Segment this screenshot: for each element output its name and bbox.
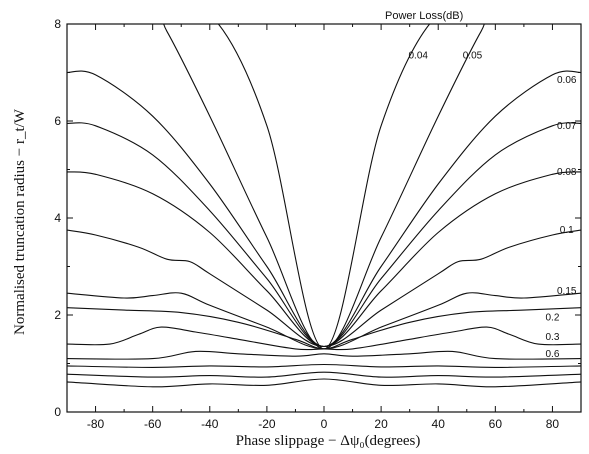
x-tick-label: 20 <box>374 417 388 431</box>
series-line <box>67 71 581 346</box>
x-tick-label: 80 <box>546 417 560 431</box>
series-line <box>67 372 581 377</box>
y-tick-label: 6 <box>54 114 61 128</box>
x-tick-label: -80 <box>87 417 105 431</box>
x-tick-label: -20 <box>258 417 276 431</box>
x-tick-label: 60 <box>489 417 503 431</box>
y-tick-label: 8 <box>54 17 61 31</box>
series-label: 0.15 <box>557 286 577 297</box>
series-label: 0.04 <box>408 51 428 62</box>
y-tick-label: 0 <box>54 405 61 419</box>
series-label: 0.06 <box>557 75 577 86</box>
series-label: 0.3 <box>545 332 559 343</box>
series-line <box>67 365 581 368</box>
x-axis-label: Phase slippage − Δψ₀(degrees) <box>236 433 421 449</box>
series-labels: 0.04 0.05 0.06 0.07 0.08 0.1 0.15 0.2 0.3 0.6 <box>408 51 576 360</box>
y-tick-label: 2 <box>54 308 61 322</box>
series-line <box>67 172 581 347</box>
series-line <box>67 308 581 349</box>
axis-ticks: -80 -60 -40 -20 0 20 40 60 80 0 2 4 6 8 <box>54 17 581 431</box>
series-label: 0.08 <box>557 167 577 178</box>
x-tick-label: 40 <box>432 417 446 431</box>
series-label: 0.05 <box>463 51 483 62</box>
y-tick-label: 4 <box>54 211 61 225</box>
series-line <box>67 379 581 387</box>
x-tick-label: -60 <box>144 417 162 431</box>
legend-title: Power Loss(dB) <box>385 10 463 22</box>
y-axis-label: Normalised truncation radius − r_t/W <box>12 108 28 335</box>
series-label: 0.1 <box>560 225 574 236</box>
series-line <box>67 123 581 347</box>
series-line <box>67 13 581 349</box>
x-tick-label: -40 <box>201 417 219 431</box>
series-line <box>67 293 581 349</box>
series-line <box>67 6 581 349</box>
series-label: 0.2 <box>545 312 559 323</box>
series-label: 0.6 <box>545 349 559 360</box>
curves <box>67 6 581 387</box>
x-tick-label: 0 <box>321 417 328 431</box>
series-line <box>67 351 581 359</box>
series-label: 0.07 <box>557 121 577 132</box>
series-line <box>67 230 581 346</box>
